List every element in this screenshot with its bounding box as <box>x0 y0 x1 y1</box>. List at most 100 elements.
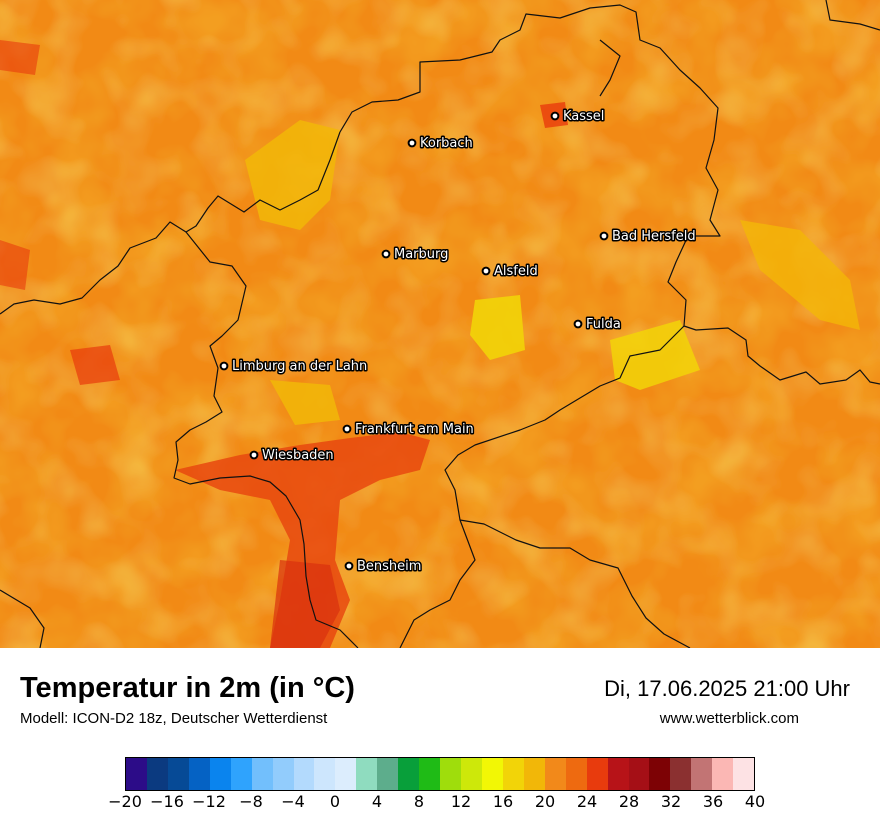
city-marker[interactable]: Limburg an der Lahn <box>219 358 369 376</box>
city-marker[interactable]: Korbach <box>407 135 474 153</box>
colorbar-segment-16 <box>461 758 482 790</box>
city-marker[interactable]: Fulda <box>573 316 622 334</box>
city-marker[interactable]: Bad Hersfeld <box>599 228 697 246</box>
model-source: Modell: ICON-D2 18z, Deutscher Wetterdie… <box>20 710 328 727</box>
city-dot <box>550 111 560 121</box>
colorbar-tick-label: −20 <box>108 792 142 811</box>
colorbar-ticks: −20 −16 −12 −8 −4 0 4 8 12 16 20 24 28 32 36 40 <box>0 792 880 822</box>
colorbar-segment-14 <box>419 758 441 790</box>
colorbar-segment-23 <box>607 758 629 790</box>
cool-region-taunus <box>270 380 340 425</box>
city-dot <box>481 266 491 276</box>
colorbar-segment-13 <box>398 758 420 790</box>
temperature-map[interactable]: Kassel Korbach Bad Hersfeld Marburg Alsfeld F… <box>0 0 880 648</box>
colorbar-tick-label: 16 <box>492 792 514 811</box>
city-label: Alsfeld <box>494 264 538 279</box>
city-marker[interactable]: Frankfurt am Main <box>342 421 475 439</box>
cool-region-upland-north <box>245 120 340 230</box>
city-label: Limburg an der Lahn <box>232 359 367 374</box>
colorbar-tick-label: 36 <box>702 792 724 811</box>
map-title: Temperatur in 2m (in °C) <box>20 672 355 704</box>
city-dot <box>219 361 229 371</box>
border-hesse-south <box>399 325 685 648</box>
colorbar-tick-label: 28 <box>618 792 640 811</box>
warm-spot-nw <box>0 40 40 75</box>
border-southwest <box>0 589 45 648</box>
city-label: Kassel <box>563 109 604 124</box>
city-label: Wiesbaden <box>262 448 334 463</box>
colorbar-tick-label: −16 <box>150 792 184 811</box>
colorbar-tick-label: 4 <box>371 792 383 811</box>
city-label: Fulda <box>586 317 621 332</box>
warm-patches <box>0 0 880 648</box>
city-dot <box>407 138 417 148</box>
temperature-colorbar <box>125 757 755 791</box>
map-canvas: Kassel Korbach Bad Hersfeld Marburg Alsfeld F… <box>0 0 880 648</box>
city-label: Korbach <box>420 136 473 151</box>
colorbar-segment-7 <box>272 758 294 790</box>
border-west-2 <box>173 231 359 648</box>
colorbar-tick-label: 20 <box>534 792 556 811</box>
colorbar-segment-2 <box>167 758 189 790</box>
colorbar-segment-10 <box>335 758 357 790</box>
colorbar-segment-3 <box>188 758 210 790</box>
forecast-datetime: Di, 17.06.2025 21:00 Uhr <box>604 676 850 701</box>
border-north <box>599 39 621 97</box>
city-label: Marburg <box>394 247 448 262</box>
website-url: www.wetterblick.com <box>659 710 799 727</box>
city-dot <box>599 231 609 241</box>
colorbar-segment-24 <box>628 758 650 790</box>
city-dot <box>573 319 583 329</box>
border-bavaria <box>459 519 691 648</box>
colorbar-segment-20 <box>544 758 566 790</box>
colorbar-tick-label: −12 <box>192 792 226 811</box>
city-dot <box>381 249 391 259</box>
colorbar-segment-22 <box>586 758 608 790</box>
city-dot <box>344 561 354 571</box>
cool-region-vogelsberg <box>470 295 525 360</box>
colorbar-tick-label: 24 <box>576 792 598 811</box>
colorbar-segment-1 <box>146 758 168 790</box>
colorbar-tick-label: −4 <box>281 792 305 811</box>
colorbar-tick-label: 0 <box>329 792 341 811</box>
colorbar-segment-0 <box>126 758 147 790</box>
warm-spot-west <box>70 345 120 385</box>
border-northeast <box>825 0 880 31</box>
city-marker[interactable]: Marburg <box>381 246 450 264</box>
map-footer: Temperatur in 2m (in °C) Modell: ICON-D2… <box>0 648 880 830</box>
warm-region-south <box>270 560 340 648</box>
colorbar-tick-label: 8 <box>413 792 425 811</box>
colorbar-segment-5 <box>230 758 252 790</box>
colorbar-tick-label: 40 <box>744 792 766 811</box>
colorbar-segment-25 <box>649 758 671 790</box>
city-marker[interactable]: Wiesbaden <box>249 447 335 465</box>
colorbar-segment-28 <box>712 758 734 790</box>
colorbar-segment-8 <box>293 758 315 790</box>
warm-spot-far-west <box>0 240 30 290</box>
colorbar-tick-label: 32 <box>660 792 682 811</box>
colorbar-segment-19 <box>523 758 545 790</box>
state-borders <box>0 0 880 648</box>
cool-region-east <box>610 320 700 390</box>
border-hesse <box>339 4 880 385</box>
colorbar-tick-label: −8 <box>239 792 263 811</box>
colorbar-segment-29 <box>733 758 755 790</box>
colorbar-segment-21 <box>565 758 587 790</box>
warm-region-rhine-valley <box>175 432 430 648</box>
city-label: Frankfurt am Main <box>355 422 474 437</box>
city-dot <box>249 450 259 460</box>
colorbar-segment-18 <box>502 758 524 790</box>
colorbar-segment-17 <box>481 758 503 790</box>
city-marker[interactable]: Kassel <box>550 108 606 126</box>
city-marker[interactable]: Bensheim <box>344 558 423 576</box>
city-label: Bensheim <box>357 559 421 574</box>
colorbar-segment-12 <box>377 758 399 790</box>
colorbar-segment-6 <box>251 758 273 790</box>
city-dot <box>342 424 352 434</box>
colorbar-segment-27 <box>691 758 713 790</box>
colorbar-segment-26 <box>670 758 692 790</box>
colorbar-segment-15 <box>440 758 461 790</box>
colorbar-segment-4 <box>209 758 231 790</box>
city-marker[interactable]: Alsfeld <box>481 263 539 281</box>
cool-region-rhoen <box>740 220 860 330</box>
